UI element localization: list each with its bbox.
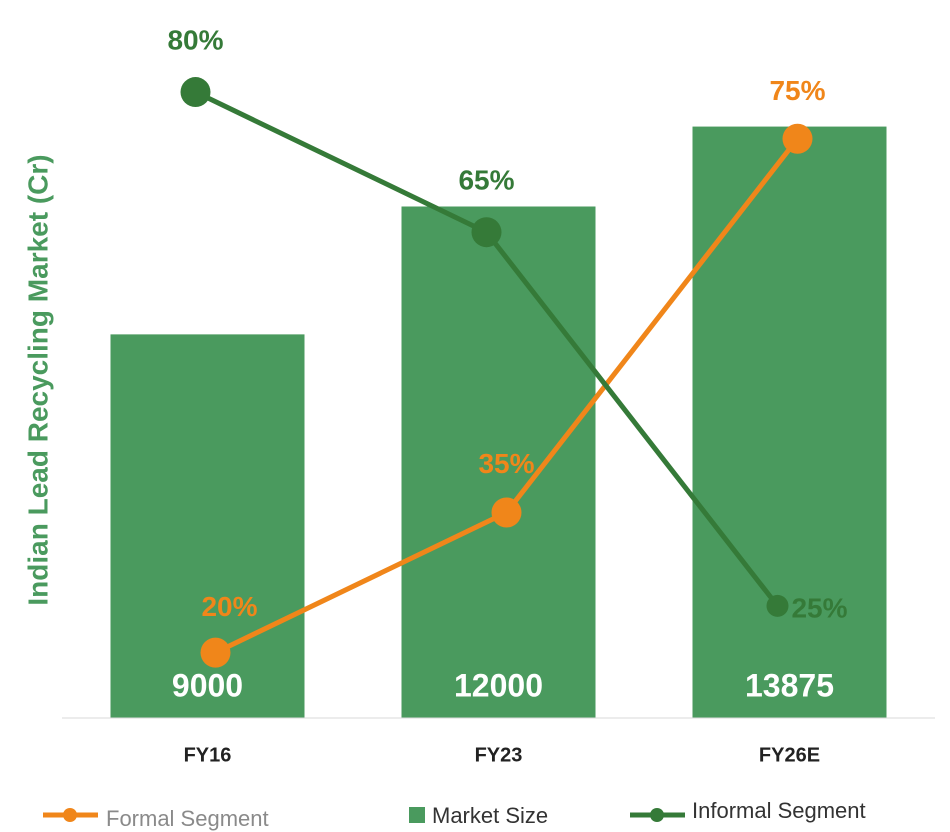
legend-marker xyxy=(650,808,664,822)
line-point xyxy=(766,594,789,617)
line-value-label: 35% xyxy=(478,448,534,479)
line-point xyxy=(180,77,211,108)
bar-value-label: 9000 xyxy=(172,667,243,703)
x-tick-label: FY16 xyxy=(184,744,232,766)
line-value-label: 25% xyxy=(791,592,847,623)
legend-swatch xyxy=(409,807,425,823)
line-point xyxy=(782,123,813,154)
legend-marker xyxy=(63,808,77,822)
bar-value-label: 13875 xyxy=(745,667,834,703)
line-value-label: 20% xyxy=(201,591,257,622)
line-value-label: 75% xyxy=(769,75,825,106)
line-point xyxy=(491,497,522,528)
legend-label: Market Size xyxy=(432,803,548,828)
x-tick-label: FY23 xyxy=(475,744,523,766)
legend-label: Informal Segment xyxy=(692,798,866,823)
bar xyxy=(401,206,596,718)
line-value-label: 80% xyxy=(167,24,223,55)
line-point xyxy=(200,637,231,668)
x-tick-label: FY26E xyxy=(759,744,820,766)
legend-label: Formal Segment xyxy=(106,806,269,831)
y-axis-label: Indian Lead Recycling Market (Cr) xyxy=(22,154,53,605)
line-value-label: 65% xyxy=(458,165,514,196)
bar-value-label: 12000 xyxy=(454,667,543,703)
line-point xyxy=(471,217,502,248)
bar xyxy=(692,126,887,718)
